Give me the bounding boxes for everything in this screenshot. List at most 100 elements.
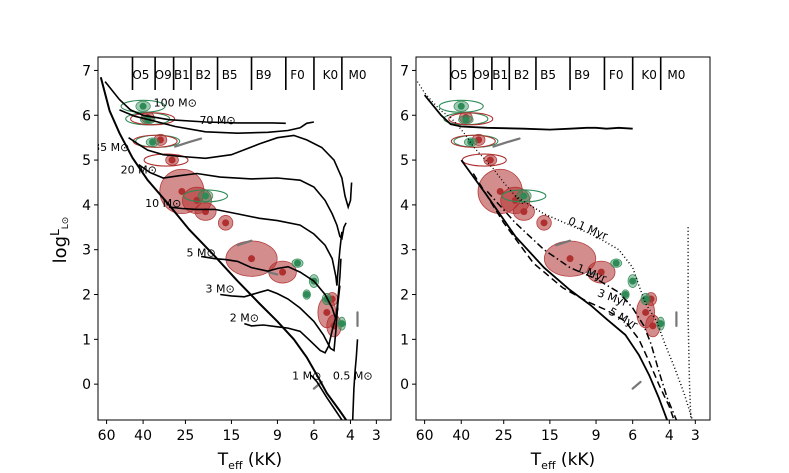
- x-tick-label-3: 15: [541, 428, 559, 444]
- green-star-point-7: [338, 320, 346, 328]
- green-star-point-8: [303, 291, 311, 299]
- upper-dashed-curve: [416, 81, 525, 206]
- y-axis-label: logLL⊙: [48, 217, 71, 264]
- red-star-point-7: [566, 255, 574, 263]
- red-star-point-3: [178, 187, 186, 195]
- y-tick-label-5: 5: [400, 153, 409, 169]
- evolution-track-1-msun: [310, 374, 343, 420]
- red-star-point-10: [649, 322, 657, 330]
- red-star-point-6: [540, 219, 548, 227]
- spectral-type-label-O9: O9: [473, 68, 490, 82]
- green-star-point-4: [612, 259, 620, 267]
- evolution-track-0.5-msun: [351, 339, 359, 420]
- x-tick-label-7: 3: [691, 428, 700, 444]
- red-star-point-2: [486, 156, 494, 164]
- evolution-track-2-msun: [244, 307, 339, 354]
- grey-track-segment-2: [585, 271, 598, 276]
- isochrone-3: [472, 173, 675, 420]
- grey-track-segment-0: [492, 137, 521, 148]
- evolution-track-70-msun: [119, 109, 315, 135]
- x-tick-label-2: 25: [177, 428, 195, 444]
- red-star-point-7: [248, 255, 256, 263]
- red-star-point-11: [328, 295, 336, 303]
- track-label-5: 5 M⊙: [187, 246, 216, 259]
- open-ellipse-0: [120, 99, 166, 113]
- y-tick-label-1: 1: [400, 332, 409, 348]
- track-label-7: 2 M⊙: [230, 311, 259, 324]
- open-ellipse-0: [438, 99, 484, 113]
- spectral-type-label-K0: K0: [641, 68, 657, 82]
- spectral-type-label-O9: O9: [155, 68, 172, 82]
- green-star-point-0: [457, 102, 465, 110]
- evolution-track-3-msun: [220, 285, 341, 352]
- x-tick-label-4: 9: [592, 428, 601, 444]
- green-star-point-3: [520, 192, 528, 200]
- spectral-type-label-M0: M0: [667, 68, 685, 82]
- green-star-point-3: [202, 192, 210, 200]
- y-tick-label-4: 4: [82, 198, 91, 214]
- red-star-point-9: [642, 308, 650, 316]
- track-label-9: 0.5 M⊙: [333, 370, 373, 383]
- y-tick-label-6: 6: [400, 108, 409, 124]
- y-tick-label-3: 3: [400, 243, 409, 259]
- spectral-type-label-B5: B5: [222, 68, 238, 82]
- track-label-1: 70 M⊙: [199, 114, 235, 127]
- grey-track-segment-3: [631, 380, 642, 390]
- isochrone-4: [460, 159, 668, 420]
- left-panel: 100 M⊙70 M⊙ 35 M⊙ 20 M⊙ 10 M⊙ 5 M⊙ 3 M⊙ 2 M⊙ 1 …: [82, 56, 392, 444]
- grey-track-segment-1: [555, 239, 572, 247]
- spectral-type-label-F0: F0: [609, 68, 624, 82]
- green-star-point-5: [629, 277, 637, 285]
- red-star-point-11: [647, 295, 655, 303]
- isochrone-2: [486, 190, 678, 420]
- spectral-type-label-B1: B1: [174, 68, 190, 82]
- grey-track-segment-0: [174, 137, 203, 148]
- right-spectral-type-bar: O5 O9 B1 B2 B5 B9 F0 K0 M0: [449, 57, 685, 90]
- track-label-0: 100 M⊙: [154, 96, 197, 109]
- spectral-type-label-B2: B2: [514, 68, 530, 82]
- spectral-type-label-F0: F0: [290, 68, 305, 82]
- upper-isochrone-curve: [423, 94, 633, 131]
- red-star-point-8: [597, 268, 605, 276]
- left-x-axis-label: Teff (kK): [217, 450, 282, 472]
- grey-track-segment-2: [266, 271, 279, 276]
- right-x-axis-label: Teff (kK): [530, 450, 595, 472]
- zams-line: [99, 76, 347, 420]
- isochrone-1: [687, 227, 692, 420]
- open-ellipse-2: [448, 112, 494, 126]
- x-tick-label-4: 9: [273, 428, 282, 444]
- y-tick-label-2: 2: [400, 288, 409, 304]
- y-tick-label-7: 7: [400, 63, 409, 79]
- green-star-point-8: [621, 291, 629, 299]
- x-tick-label-3: 15: [223, 428, 241, 444]
- evolution-track-35-msun: [128, 134, 353, 210]
- x-tick-label-0: 60: [416, 428, 434, 444]
- x-tick-label-5: 6: [628, 428, 637, 444]
- green-star-point-1: [462, 116, 470, 124]
- red-star-point-6: [222, 219, 230, 227]
- evolution-track-10-msun: [168, 206, 343, 286]
- x-tick-label-1: 40: [452, 428, 470, 444]
- svg-text:logLL⊙: logLL⊙: [48, 217, 71, 264]
- spectral-type-label-K0: K0: [323, 68, 339, 82]
- track-label-2: 35 M⊙: [93, 141, 129, 154]
- green-star-point-0: [139, 102, 147, 110]
- spectral-type-label-O5: O5: [450, 68, 467, 82]
- left-axis-ticks: 0 1 2 3 4 5 6 7 60 40 25 15 9 6 4 3: [82, 63, 381, 444]
- left-spectral-type-bar: O5 O9 B1 B2 B5 B9 F0 K0 M0: [131, 57, 366, 90]
- green-star-point-6: [642, 295, 650, 303]
- red-star-point-9: [323, 308, 331, 316]
- spectral-type-label-B1: B1: [492, 68, 508, 82]
- evolution-track-100-msun: [104, 81, 286, 125]
- y-tick-label-7: 7: [82, 63, 91, 79]
- y-tick-label-4: 4: [400, 198, 409, 214]
- y-tick-label-2: 2: [82, 288, 91, 304]
- y-tick-label-0: 0: [82, 377, 91, 393]
- open-ellipse-6: [182, 189, 229, 203]
- red-star-point-8: [279, 268, 287, 276]
- x-tick-label-1: 40: [134, 428, 152, 444]
- track-label-6: 3 M⊙: [206, 282, 235, 295]
- open-ellipse-5: [143, 153, 189, 167]
